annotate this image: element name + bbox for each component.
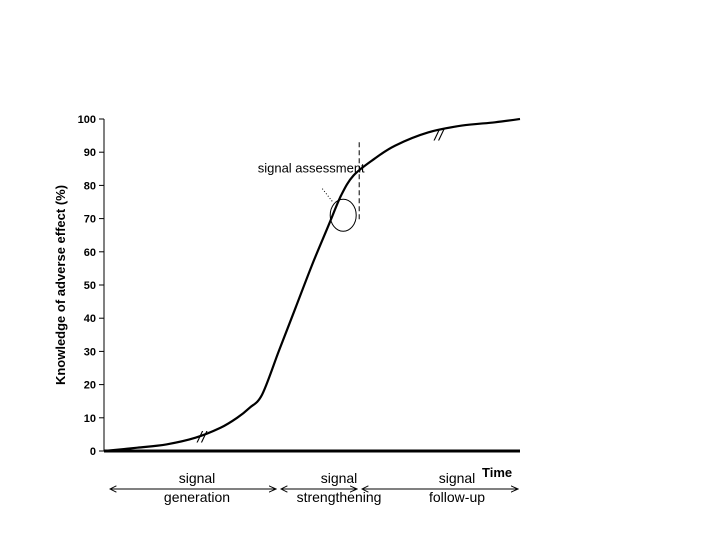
assessment-circle <box>329 198 357 232</box>
x-axis-label: Time <box>482 465 512 480</box>
y-tick-label: 50 <box>84 280 96 292</box>
y-tick-label: 40 <box>84 313 96 325</box>
phase-strengthening-line2: strengthening <box>297 489 382 505</box>
phase-strengthening-line1: signal <box>321 470 358 486</box>
signal-assessment-annotation: signal assessment <box>258 142 365 232</box>
y-ticks: 0 10 20 30 40 50 60 70 80 90 100 <box>78 114 104 458</box>
phase-generation-line2: generation <box>164 489 230 505</box>
phase-generation: signal generation <box>164 470 230 505</box>
y-axis-label: Knowledge of adverse effect (%) <box>53 185 68 385</box>
y-tick-label: 20 <box>84 380 96 392</box>
phase-strengthening: signal strengthening <box>297 470 382 505</box>
phase-follow-up-line2: follow-up <box>429 489 485 505</box>
series-line <box>103 117 521 453</box>
assessment-label: signal assessment <box>258 160 365 175</box>
y-tick-label: 60 <box>84 247 96 259</box>
y-tick-label: 30 <box>84 346 96 358</box>
y-tick-label: 0 <box>90 446 96 458</box>
phase-follow-up-line1: signal <box>439 470 476 486</box>
y-tick-label: 10 <box>84 413 96 425</box>
phase-follow-up: signal follow-up <box>429 470 485 505</box>
y-tick-label: 100 <box>78 114 96 126</box>
break-mark: // <box>433 128 444 145</box>
y-tick-label: 70 <box>84 214 96 226</box>
y-tick-label: 90 <box>84 147 96 159</box>
assessment-leader <box>320 186 333 202</box>
y-tick-label: 80 <box>84 180 96 192</box>
break-mark: // <box>196 430 207 447</box>
phase-generation-line1: signal <box>179 470 216 486</box>
